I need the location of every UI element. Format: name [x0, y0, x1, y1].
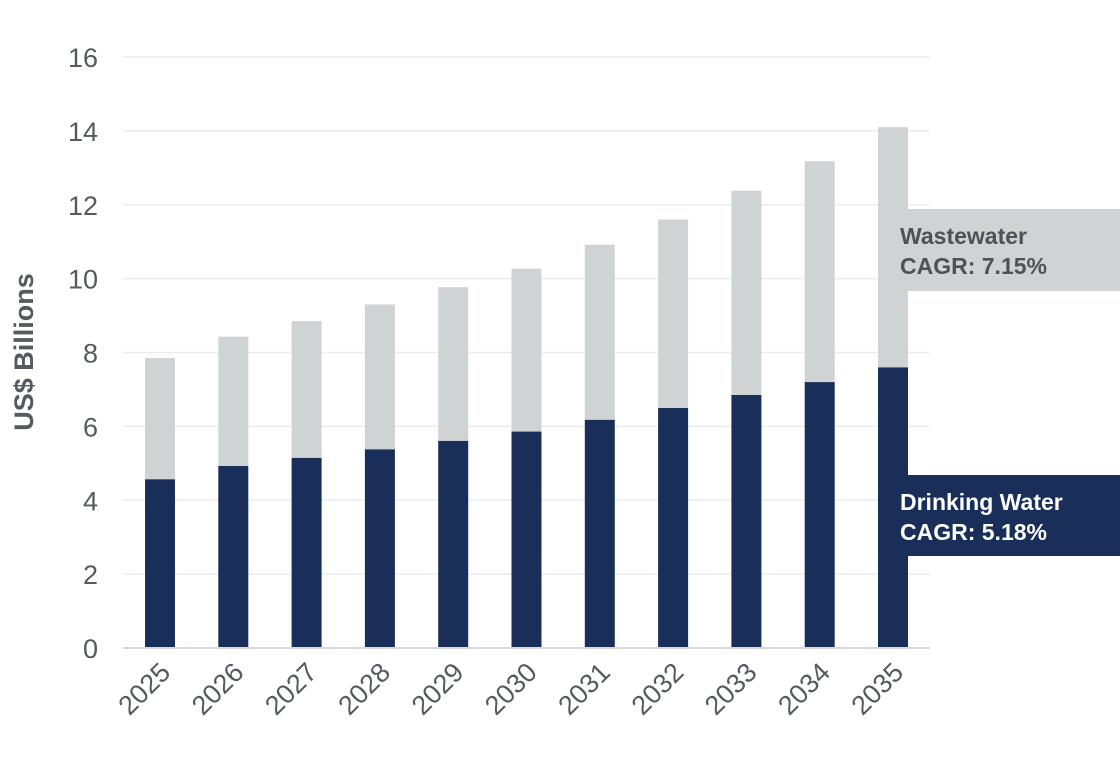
bar-drinking-water-2028	[364, 449, 395, 648]
bar-wastewater-2034	[804, 161, 835, 383]
y-tick-label: 0	[83, 634, 98, 664]
y-tick-label: 16	[68, 43, 98, 73]
bar-drinking-water-2034	[804, 382, 835, 648]
bar-drinking-water-2025	[145, 479, 175, 648]
x-tick-label: 2030	[479, 657, 543, 721]
x-tick-label: 2035	[846, 657, 910, 721]
x-axis-ticks: 2025 2026 2027 2028 2029 2030 2031 2032 2033 2034…	[113, 657, 910, 721]
bar-wastewater-2032	[658, 219, 689, 408]
bar-drinking-water-2031	[584, 419, 615, 648]
bar-wastewater-2030	[511, 268, 542, 432]
bar-drinking-water-2032	[658, 407, 689, 648]
y-tick-label: 8	[83, 339, 98, 369]
drinking-water-callout-name: Drinking Water	[900, 489, 1063, 515]
x-tick-label: 2033	[699, 657, 763, 721]
bar-wastewater-2026	[218, 336, 249, 466]
x-tick-label: 2025	[113, 657, 177, 721]
bar-wastewater-2028	[364, 304, 395, 450]
x-tick-label: 2029	[406, 657, 470, 721]
drinking-water-callout-cagr: CAGR: 5.18%	[900, 519, 1047, 545]
y-tick-label: 6	[83, 412, 98, 442]
x-tick-label: 2028	[332, 657, 396, 721]
bar-drinking-water-2027	[291, 457, 322, 648]
wastewater-callout-name: Wastewater	[900, 223, 1027, 249]
bar-drinking-water-2030	[511, 431, 542, 648]
x-tick-label: 2027	[259, 657, 323, 721]
bar-wastewater-2031	[584, 244, 615, 420]
wastewater-callout: Wastewater CAGR: 7.15%	[879, 209, 1120, 291]
y-axis-label: US$ Billions	[9, 273, 39, 431]
x-tick-label: 2031	[552, 657, 616, 721]
x-tick-label: 2026	[186, 657, 250, 721]
bar-drinking-water-2029	[438, 440, 469, 648]
y-tick-label: 12	[68, 191, 98, 221]
wastewater-callout-cagr: CAGR: 7.15%	[900, 253, 1047, 279]
y-tick-label: 14	[68, 117, 98, 147]
bar-drinking-water-2033	[731, 394, 762, 648]
x-tick-label: 2032	[626, 657, 690, 721]
y-tick-label: 4	[83, 486, 98, 516]
bar-wastewater-2029	[438, 287, 469, 441]
bars	[145, 127, 908, 648]
y-axis-ticks: 0 2 4 6 8 10 12 14 16	[68, 43, 98, 664]
y-tick-label: 2	[83, 560, 98, 590]
bar-wastewater-2027	[291, 321, 322, 458]
bar-wastewater-2033	[731, 190, 762, 395]
bar-wastewater-2025	[145, 358, 175, 480]
bar-drinking-water-2026	[218, 465, 249, 648]
y-tick-label: 10	[68, 265, 98, 295]
x-tick-label: 2034	[772, 657, 836, 721]
drinking-water-callout: Drinking Water CAGR: 5.18%	[879, 475, 1120, 556]
